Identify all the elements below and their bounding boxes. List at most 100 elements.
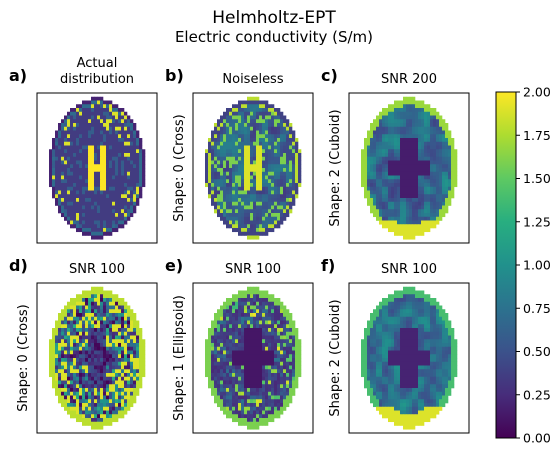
heatmap-cell <box>235 190 239 195</box>
heatmap-cell <box>379 126 383 131</box>
heatmap-cell <box>91 224 95 229</box>
heatmap-cell <box>94 149 98 154</box>
heatmap-cell <box>223 111 227 116</box>
heatmap-cell <box>403 130 407 135</box>
heatmap-cell <box>79 384 83 389</box>
heatmap-cell <box>217 358 221 363</box>
heatmap-cell <box>241 115 245 120</box>
heatmap-cell <box>100 96 104 101</box>
heatmap-cell <box>85 358 89 363</box>
heatmap-cell <box>94 373 98 378</box>
heatmap-cell <box>256 395 260 400</box>
heatmap-cell <box>121 186 125 191</box>
heatmap-cell <box>103 145 107 150</box>
heatmap-cell <box>412 96 416 101</box>
heatmap-cell <box>244 179 248 184</box>
heatmap-cell <box>253 395 257 400</box>
heatmap-cell <box>430 328 434 333</box>
heatmap-cell <box>244 380 248 385</box>
heatmap-cell <box>55 141 59 146</box>
heatmap-cell <box>223 320 227 325</box>
heatmap-cell <box>403 224 407 229</box>
heatmap-cell <box>271 108 275 113</box>
heatmap-cell <box>424 145 428 150</box>
heatmap-cell <box>244 231 248 236</box>
heatmap-cell <box>100 130 104 135</box>
heatmap-cell <box>271 213 275 218</box>
heatmap-cell <box>235 350 239 355</box>
heatmap-cell <box>271 365 275 370</box>
heatmap-cell <box>274 320 278 325</box>
heatmap-cell <box>85 168 89 173</box>
heatmap-cell <box>112 213 116 218</box>
heatmap-cell <box>139 380 143 385</box>
heatmap-cell <box>85 361 89 366</box>
heatmap-cell <box>121 388 125 393</box>
heatmap-cell <box>124 171 128 176</box>
heatmap-cell <box>271 294 275 299</box>
heatmap-cell <box>364 183 368 188</box>
heatmap-cell <box>76 213 80 218</box>
heatmap-cell <box>274 123 278 128</box>
heatmap-cell <box>55 384 59 389</box>
heatmap-cell <box>259 414 263 419</box>
heatmap-cell <box>250 425 254 430</box>
heatmap-cell <box>91 235 95 240</box>
heatmap-cell <box>238 100 242 105</box>
heatmap-cell <box>115 305 119 310</box>
heatmap-cell <box>61 335 65 340</box>
heatmap-cell <box>238 119 242 124</box>
heatmap-cell <box>268 391 272 396</box>
heatmap-cell <box>97 335 101 340</box>
heatmap-cell <box>250 160 254 165</box>
heatmap-cell <box>64 164 68 169</box>
heatmap-cell <box>280 361 284 366</box>
heatmap-cell <box>139 354 143 359</box>
heatmap-cell <box>232 171 236 176</box>
heatmap-cell <box>76 406 80 411</box>
heatmap-cell <box>253 286 257 291</box>
heatmap-cell <box>280 406 284 411</box>
heatmap-cell <box>448 179 452 184</box>
heatmap-cell <box>229 220 233 225</box>
heatmap-cell <box>70 175 74 180</box>
heatmap-cell <box>97 149 101 154</box>
heatmap-cell <box>259 171 263 176</box>
heatmap-cell <box>286 365 290 370</box>
heatmap-cell <box>70 126 74 131</box>
heatmap-cell <box>115 339 119 344</box>
heatmap-cell <box>430 153 434 158</box>
heatmap-cell <box>250 126 254 131</box>
heatmap-cell <box>271 380 275 385</box>
heatmap-cell <box>265 175 269 180</box>
heatmap-cell <box>49 175 53 180</box>
heatmap-cell <box>238 384 242 389</box>
heatmap-cell <box>70 213 74 218</box>
heatmap-cell <box>130 141 134 146</box>
heatmap-cell <box>277 224 281 229</box>
heatmap-cell <box>124 164 128 169</box>
heatmap-cell <box>238 358 242 363</box>
heatmap-cell <box>256 123 260 128</box>
heatmap-cell <box>421 209 425 214</box>
heatmap-cell <box>409 145 413 150</box>
heatmap-cell <box>280 179 284 184</box>
heatmap-cell <box>268 388 272 393</box>
heatmap-cell <box>382 213 386 218</box>
heatmap-cell <box>91 201 95 206</box>
heatmap-cell <box>388 213 392 218</box>
heatmap-cell <box>442 123 446 128</box>
heatmap-cell <box>106 179 110 184</box>
heatmap-cell <box>283 350 287 355</box>
heatmap-cell <box>223 201 227 206</box>
heatmap-cell <box>448 134 452 139</box>
heatmap-cell <box>109 418 113 423</box>
heatmap-cell <box>217 190 221 195</box>
heatmap-cell <box>379 179 383 184</box>
heatmap-cell <box>400 138 404 143</box>
heatmap-cell <box>406 130 410 135</box>
heatmap-cell <box>406 108 410 113</box>
heatmap-cell <box>241 301 245 306</box>
heatmap-cell <box>232 216 236 221</box>
heatmap-cell <box>97 153 101 158</box>
